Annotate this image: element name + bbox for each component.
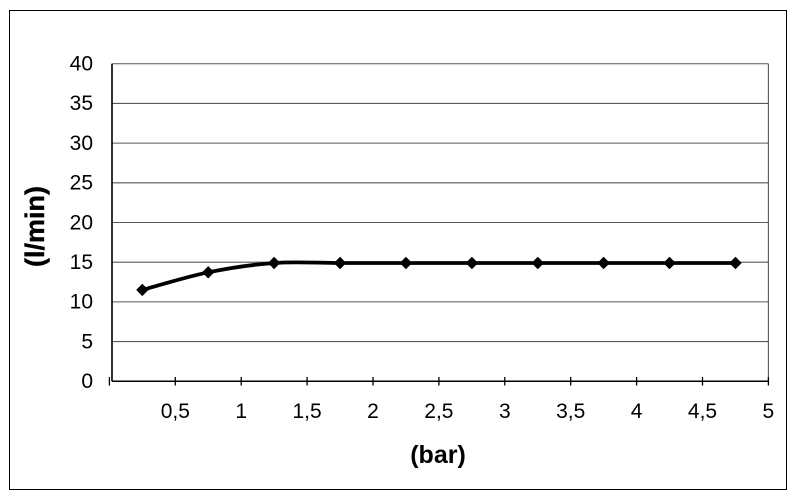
svg-text:25: 25 — [70, 172, 93, 195]
svg-text:3,5: 3,5 — [556, 400, 585, 423]
svg-text:1,5: 1,5 — [292, 400, 321, 423]
svg-text:5: 5 — [763, 400, 775, 423]
svg-text:2: 2 — [367, 400, 379, 423]
svg-text:35: 35 — [70, 92, 93, 115]
svg-text:4: 4 — [631, 400, 643, 423]
svg-text:0,5: 0,5 — [161, 400, 190, 423]
svg-text:5: 5 — [81, 330, 93, 353]
svg-text:10: 10 — [70, 291, 93, 314]
svg-text:2,5: 2,5 — [424, 400, 453, 423]
svg-text:40: 40 — [70, 53, 93, 76]
svg-text:0: 0 — [81, 370, 93, 393]
svg-text:1: 1 — [235, 400, 247, 423]
svg-text:4,5: 4,5 — [688, 400, 717, 423]
svg-text:3: 3 — [499, 400, 511, 423]
svg-text:30: 30 — [70, 132, 93, 155]
svg-text:20: 20 — [70, 211, 93, 234]
